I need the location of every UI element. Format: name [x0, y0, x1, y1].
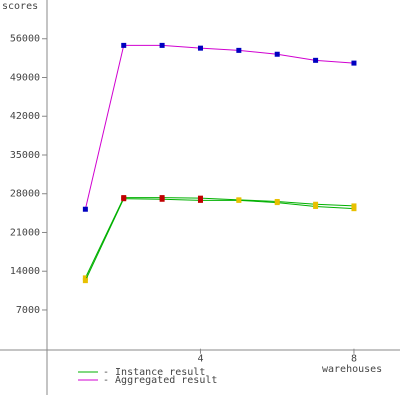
instance-line [84, 197, 354, 279]
y-tick-label: 42000 [10, 111, 40, 122]
aggregated-line [84, 44, 354, 210]
aggregated-line-marker [351, 60, 357, 66]
y-tick-label: 49000 [10, 72, 40, 83]
instance-line-marker [197, 197, 203, 203]
legend-label: - Aggregated result [103, 375, 217, 386]
y-tick-label: 28000 [10, 189, 40, 200]
instance-line-marker [82, 278, 88, 284]
y-axis-label: scores [2, 1, 38, 12]
aggregated-line-marker [197, 45, 203, 51]
y-tick-label: 21000 [10, 227, 40, 238]
instance-line-marker [274, 200, 280, 206]
x-axis-label: warehouses [322, 364, 382, 375]
instance-line-marker [159, 196, 165, 202]
instance-line-marker [121, 196, 127, 202]
y-tick-label: 35000 [10, 150, 40, 161]
instance-line-marker [236, 197, 242, 203]
aggregated-line-marker [121, 42, 127, 48]
y-tick-label: 14000 [10, 266, 40, 277]
aggregated-line-marker [159, 42, 165, 48]
instance-line-marker [351, 206, 357, 212]
instance-line-marker [351, 203, 357, 209]
instance-line-marker [313, 203, 319, 209]
legend-label: - Instance result [103, 367, 205, 378]
y-tick-label: 7000 [16, 305, 40, 316]
y-tick-label: 56000 [10, 34, 40, 45]
aggregated-line-marker [274, 51, 280, 57]
x-tick-label: 8 [351, 354, 357, 365]
aggregated-line-marker [82, 206, 88, 212]
x-tick-label: 4 [197, 354, 203, 365]
aggregated-line-marker [236, 47, 242, 53]
instance-line [84, 198, 354, 281]
instance-line-marker [82, 275, 88, 281]
aggregated-line-marker [313, 57, 319, 63]
